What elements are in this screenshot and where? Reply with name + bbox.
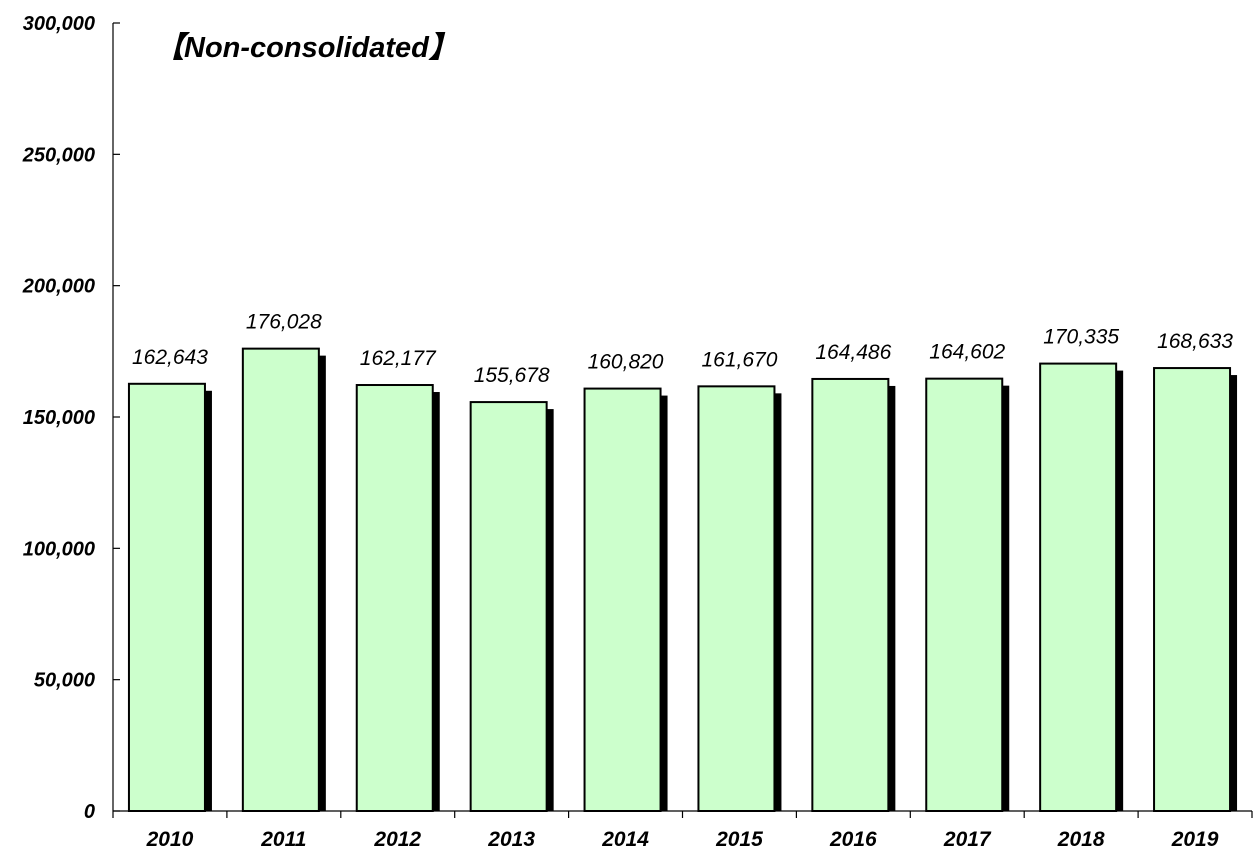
bar bbox=[355, 384, 434, 812]
y-tick-label: 100,000 bbox=[23, 538, 95, 560]
data-label: 176,028 bbox=[246, 311, 322, 334]
data-label: 164,486 bbox=[815, 341, 891, 364]
bars-layer bbox=[127, 347, 1238, 812]
y-tick-label: 0 bbox=[84, 801, 95, 823]
data-label: 155,678 bbox=[474, 364, 550, 387]
bar bbox=[1153, 367, 1232, 812]
x-tick-label: 2015 bbox=[715, 828, 763, 851]
bar bbox=[469, 401, 548, 812]
y-ticks: 0 50,000 100,000 150,000 200,000 250,000 300,0… bbox=[22, 13, 120, 823]
bar bbox=[583, 387, 662, 812]
x-tick-label: 2018 bbox=[1057, 828, 1105, 851]
bar bbox=[1039, 362, 1118, 812]
x-tick-label: 2014 bbox=[601, 828, 649, 851]
data-label: 168,633 bbox=[1157, 330, 1233, 353]
x-tick-label: 2019 bbox=[1171, 828, 1219, 851]
x-tick-label: 2010 bbox=[146, 828, 194, 851]
bar bbox=[697, 385, 776, 812]
bar bbox=[811, 377, 890, 812]
data-label: 164,602 bbox=[929, 341, 1005, 364]
data-label: 170,335 bbox=[1043, 326, 1119, 349]
y-tick-label: 50,000 bbox=[34, 670, 95, 692]
x-tick-label: 2016 bbox=[829, 828, 877, 851]
chart-title: 【Non-consolidated】 bbox=[155, 31, 458, 64]
data-label: 161,670 bbox=[701, 348, 777, 371]
data-labels: 162,643 176,028 162,177 155,678 160,820 161,6… bbox=[132, 311, 1233, 387]
data-label: 160,820 bbox=[588, 351, 664, 374]
bar bbox=[925, 377, 1004, 812]
x-tick-label: 2011 bbox=[260, 828, 306, 851]
x-tick-label: 2017 bbox=[943, 828, 992, 851]
y-tick-label: 150,000 bbox=[23, 407, 95, 429]
x-ticks: 2010 2011 2012 2013 2014 2015 2016 2017 2018 2019 bbox=[112, 811, 1253, 851]
data-label: 162,177 bbox=[360, 347, 437, 370]
data-label: 162,643 bbox=[132, 346, 208, 369]
y-tick-label: 200,000 bbox=[22, 276, 95, 298]
bar bbox=[127, 382, 206, 812]
x-tick-label: 2012 bbox=[373, 828, 421, 851]
x-tick-label: 2013 bbox=[487, 828, 535, 851]
bar bbox=[241, 347, 320, 812]
y-tick-label: 300,000 bbox=[23, 13, 95, 35]
y-tick-label: 250,000 bbox=[22, 144, 95, 166]
